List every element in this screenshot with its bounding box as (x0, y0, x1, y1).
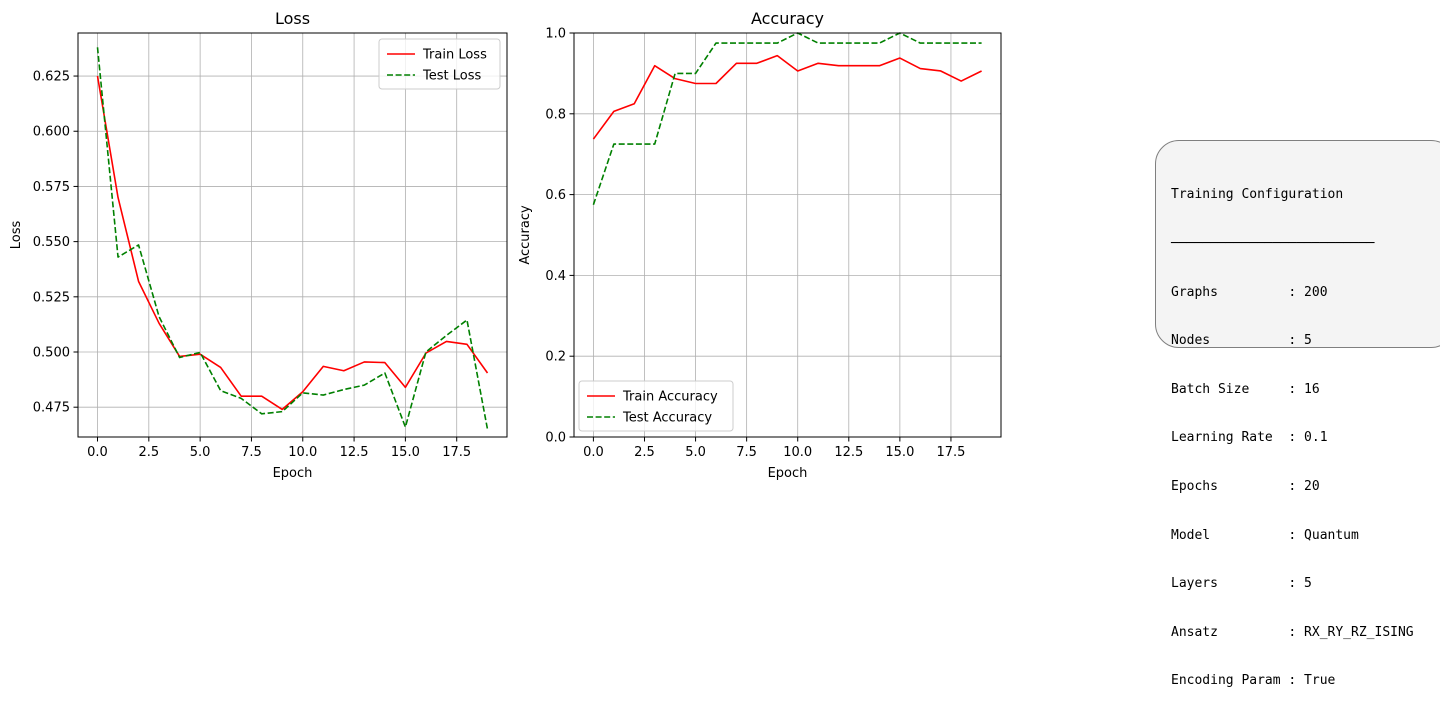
x-tick-label: 7.5 (241, 445, 262, 460)
config-nodes: Nodes : 5 (1171, 333, 1312, 349)
y-tick-label: 0.4 (545, 269, 566, 284)
y-tick-label: 0.550 (33, 235, 70, 250)
y-tick-label: 1.0 (545, 27, 566, 42)
x-tick-label: 2.5 (634, 445, 655, 460)
config-epochs: Epochs : 20 (1171, 478, 1320, 494)
y-axis-title: Loss (9, 221, 24, 250)
legend-label: Test Accuracy (622, 411, 712, 426)
config-graphs: Graphs : 200 (1171, 284, 1328, 300)
y-tick-label: 0.525 (33, 290, 70, 305)
series-line-test-accuracy (592, 32, 982, 205)
plot-frame (573, 32, 1002, 438)
config-layers: Layers : 5 (1171, 576, 1312, 592)
y-tick-label: 0.575 (33, 180, 70, 195)
charts-canvas: 0.0 2.5 5.0 7.5 10.0 12.5 15.0 17.5 0.475 0.500 0.… (9, 9, 1002, 481)
x-tick-label: 0.0 (87, 445, 108, 460)
config-encoding-param: Encoding Param : True (1171, 673, 1336, 689)
y-tick-label: 0.2 (545, 350, 566, 365)
x-tick-label: 17.5 (936, 445, 965, 460)
legend: Train Loss Test Loss (378, 38, 501, 90)
config-model: Model : Quantum (1171, 527, 1359, 543)
chart-title: Loss (275, 9, 310, 28)
config-ansatz: Ansatz : RX_RY_RZ_ISING (1171, 624, 1414, 640)
config-batch-size: Batch Size : 16 (1171, 381, 1320, 397)
y-tick-label: 0.0 (545, 431, 566, 446)
x-tick-label: 12.5 (834, 445, 863, 460)
y-tick-label: 0.500 (33, 346, 70, 361)
config-learning-rate: Learning Rate : 0.1 (1171, 430, 1328, 446)
x-tick-label: 17.5 (442, 445, 471, 460)
x-tick-label: 0.0 (583, 445, 604, 460)
x-tick-label: 7.5 (736, 445, 757, 460)
x-axis-title: Epoch (273, 466, 313, 481)
chart-1: 0.0 2.5 5.0 7.5 10.0 12.5 15.0 17.5 0.0 0.2 0.4 0.6… (518, 9, 1002, 481)
y-axis-title: Accuracy (518, 205, 533, 265)
legend: Train Accuracy Test Accuracy (578, 380, 734, 432)
chart-0: 0.0 2.5 5.0 7.5 10.0 12.5 15.0 17.5 0.475 0.500 0.… (9, 9, 508, 481)
legend-label: Train Loss (422, 48, 487, 63)
x-tick-label: 15.0 (885, 445, 914, 460)
series-line-train-loss (96, 75, 489, 411)
legend-box (578, 380, 734, 432)
y-tick-label: 0.600 (33, 125, 70, 140)
x-tick-label: 10.0 (288, 445, 317, 460)
x-tick-label: 15.0 (391, 445, 420, 460)
config-title: Training Configuration (1171, 187, 1344, 203)
training-config-panel: Training Configuration ─────────────────… (1155, 140, 1440, 688)
legend-label: Train Accuracy (622, 390, 718, 405)
x-tick-label: 5.0 (685, 445, 706, 460)
plot-frame (77, 32, 508, 438)
x-tick-label: 2.5 (138, 445, 159, 460)
series-line-test-loss (96, 47, 489, 430)
legend-label: Test Loss (422, 69, 481, 84)
y-tick-label: 0.625 (33, 70, 70, 85)
y-tick-label: 0.6 (545, 188, 566, 203)
x-tick-label: 12.5 (340, 445, 369, 460)
x-axis-title: Epoch (768, 466, 808, 481)
config-divider: ────────────────────────── (1171, 236, 1375, 251)
x-tick-label: 10.0 (783, 445, 812, 460)
x-tick-label: 5.0 (190, 445, 211, 460)
series-line-train-accuracy (592, 54, 982, 140)
y-tick-label: 0.8 (545, 107, 566, 122)
chart-title: Accuracy (751, 9, 824, 28)
y-tick-label: 0.475 (33, 401, 70, 416)
legend-box (378, 38, 501, 90)
